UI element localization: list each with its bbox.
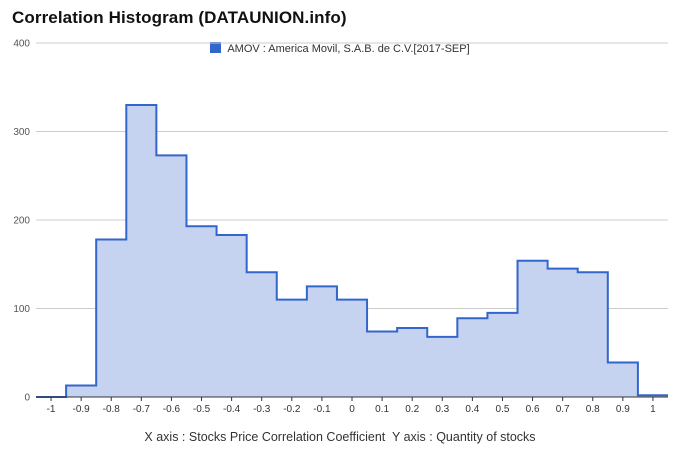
x-tick-label: -1 <box>47 404 56 415</box>
legend[interactable]: AMOV : America Movil, S.A.B. de C.V.[201… <box>0 42 680 55</box>
legend-label: AMOV : America Movil, S.A.B. de C.V.[201… <box>227 43 470 55</box>
y-tick-label: 200 <box>13 216 30 227</box>
x-tick-label: 0.4 <box>465 404 479 415</box>
axis-caption: X axis : Stocks Price Correlation Coeffi… <box>144 430 536 444</box>
x-tick-label: -0.8 <box>103 404 121 415</box>
x-tick-label: 1 <box>650 404 656 415</box>
histogram-step-line <box>36 103 668 398</box>
x-tick-label: -0.7 <box>133 404 151 415</box>
x-axis <box>36 396 668 401</box>
x-tick-label: 0.3 <box>435 404 449 415</box>
x-tick-label: 0.5 <box>496 404 510 415</box>
x-tick-label: 0.1 <box>375 404 389 415</box>
chart-title: Correlation Histogram (DATAUNION.info) <box>12 8 347 27</box>
legend-swatch <box>210 42 222 53</box>
x-tick-label: 0.8 <box>586 404 600 415</box>
x-tick-label: -0.1 <box>313 404 331 415</box>
y-tick-label: 300 <box>13 127 30 138</box>
histogram-area-fill <box>36 104 668 397</box>
x-tick-label: 0.7 <box>556 404 570 415</box>
x-tick-label: -0.9 <box>73 404 91 415</box>
y-axis: 0 100 200 300 400 <box>13 39 30 404</box>
plot-area <box>36 103 668 398</box>
x-tick-label: -0.2 <box>283 404 301 415</box>
x-tick-label: -0.3 <box>253 404 271 415</box>
x-tick-label: -0.5 <box>193 404 211 415</box>
y-tick-label: 100 <box>13 304 30 315</box>
x-tick-label: 0.2 <box>405 404 419 415</box>
x-tick-labels: -1 -0.9 -0.8 -0.7 -0.6 -0.5 -0.4 -0.3 -0.2 -0.1 0 0… <box>47 404 657 415</box>
x-tick-label: -0.4 <box>223 404 241 415</box>
y-tick-label: 400 <box>13 39 30 50</box>
x-tick-label: 0 <box>349 404 355 415</box>
x-tick-label: 0.9 <box>616 404 630 415</box>
x-tick-label: 0.6 <box>526 404 540 415</box>
y-tick-label: 0 <box>24 393 30 404</box>
x-tick-label: -0.6 <box>163 404 181 415</box>
